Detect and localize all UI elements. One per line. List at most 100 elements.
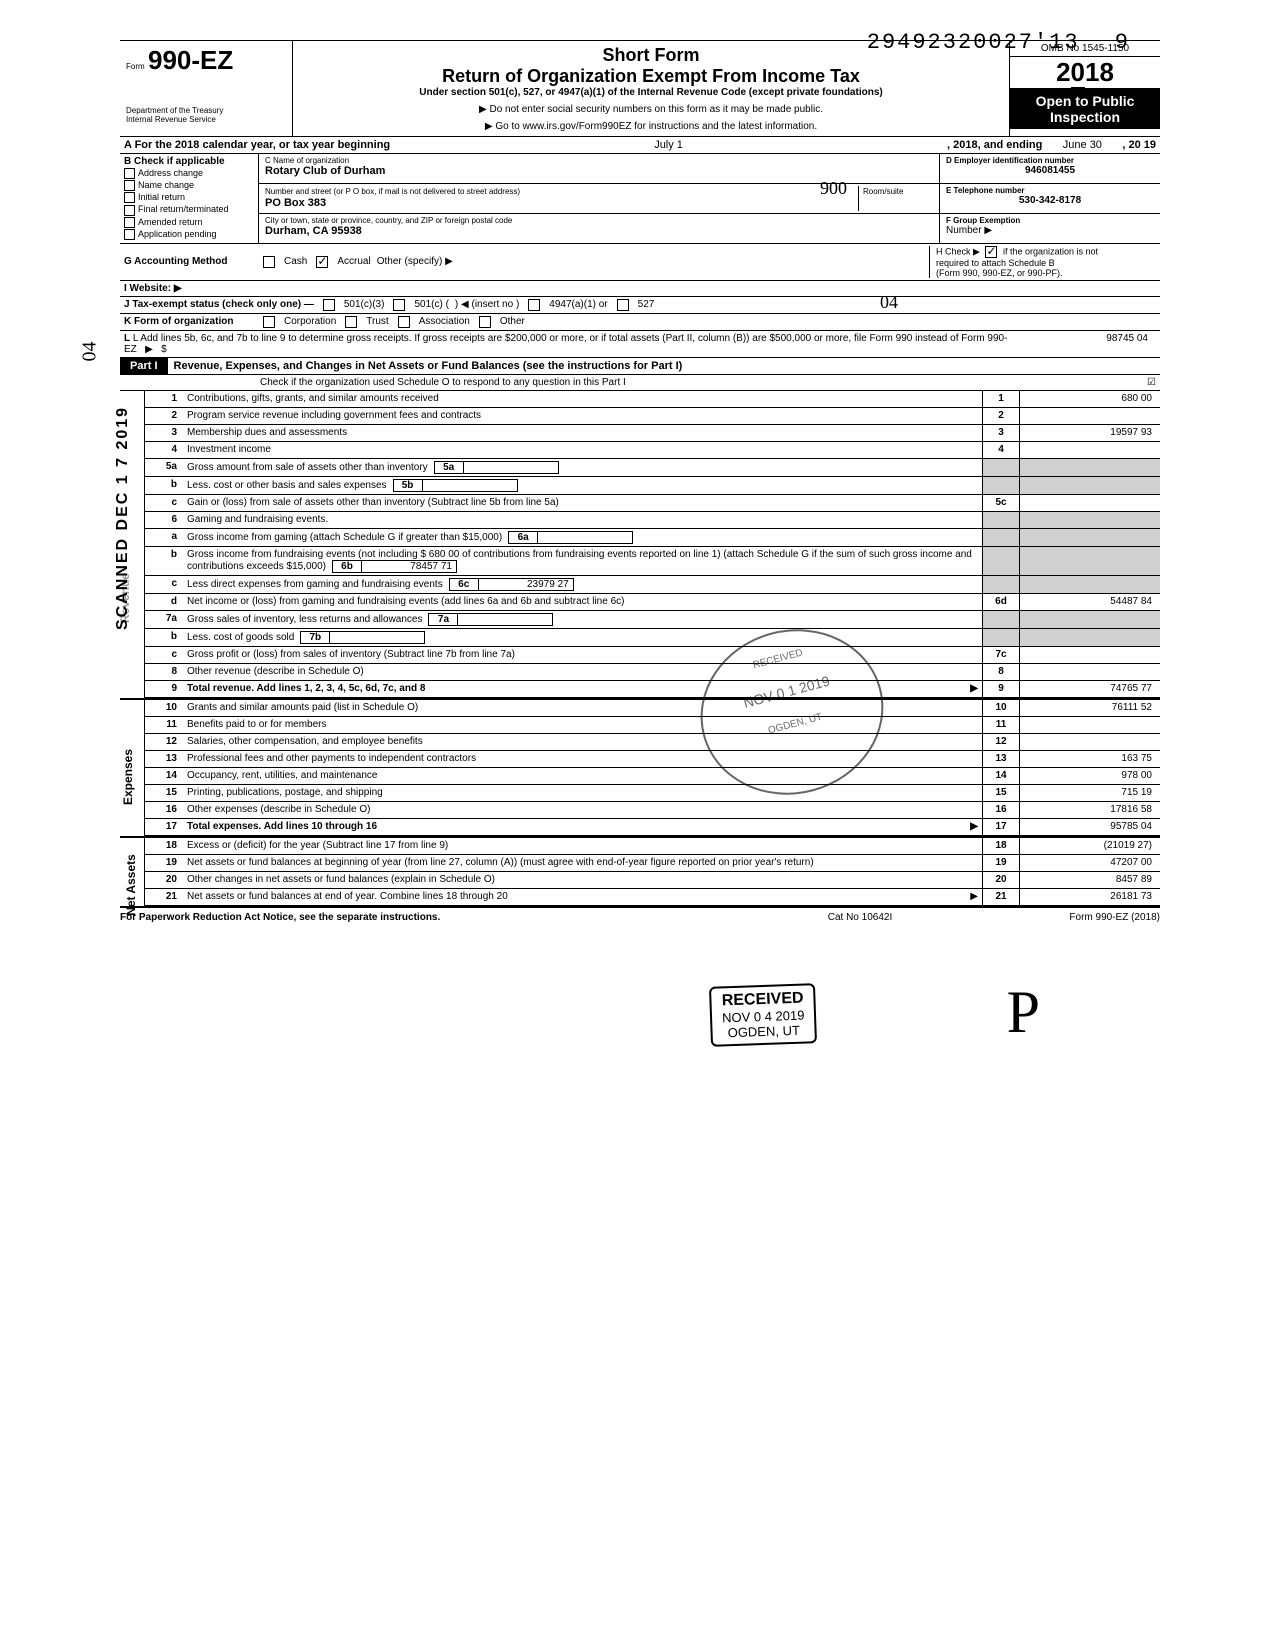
title-box: Short Form Return of Organization Exempt…: [293, 41, 1010, 136]
line-amount: [1020, 664, 1160, 680]
line-amount: [1020, 408, 1160, 424]
inner-amount-box: 6a: [508, 531, 633, 544]
line-amount: 17816 58: [1020, 802, 1160, 818]
line-row: dNet income or (loss) from gaming and fu…: [145, 594, 1160, 611]
line-desc: Less. cost or other basis and sales expe…: [183, 477, 982, 494]
chk-accrual[interactable]: [316, 256, 328, 268]
line-row: 18Excess or (deficit) for the year (Subt…: [145, 838, 1160, 855]
revenue-table: Revenue 1Contributions, gifts, grants, a…: [120, 391, 1160, 700]
chk-501c[interactable]: [393, 299, 405, 311]
ssn-note: ▶ Do not enter social security numbers o…: [299, 104, 1003, 115]
part-1-title: Revenue, Expenses, and Changes in Net As…: [168, 358, 1160, 374]
line-number: 9: [145, 681, 183, 697]
line-box-num: [982, 611, 1020, 628]
chk-501c3[interactable]: [323, 299, 335, 311]
subtitle: Under section 501(c), 527, or 4947(a)(1)…: [299, 87, 1003, 98]
chk-initial[interactable]: Initial return: [124, 192, 254, 203]
chk-other-org[interactable]: [479, 316, 491, 328]
line-amount: 8457 89: [1020, 872, 1160, 888]
street-label: Number and street (or P O box, if mail i…: [265, 187, 520, 196]
line-row: cLess direct expenses from gaming and fu…: [145, 576, 1160, 594]
line-box-num: 13: [982, 751, 1020, 767]
line-desc: Occupancy, rent, utilities, and maintena…: [183, 768, 982, 784]
chk-h[interactable]: [985, 246, 997, 258]
phone-value: 530-342-8178: [946, 195, 1154, 206]
row-l-gross: L L Add lines 5b, 6c, and 7b to line 9 t…: [120, 331, 1160, 358]
ein-value: 946081455: [946, 165, 1154, 176]
chk-final[interactable]: Final return/terminated: [124, 204, 254, 215]
line-number: b: [145, 477, 183, 494]
line-box-num: [982, 477, 1020, 494]
line-row: cGross profit or (loss) from sales of in…: [145, 647, 1160, 664]
revenue-rows: 1Contributions, gifts, grants, and simil…: [145, 391, 1160, 698]
doc-id-trail: 9: [1115, 30, 1130, 55]
line-amount: 715 19: [1020, 785, 1160, 801]
line-row: 9Total revenue. Add lines 1, 2, 3, 4, 5c…: [145, 681, 1160, 698]
line-number: a: [145, 529, 183, 546]
line-amount: [1020, 734, 1160, 750]
line-box-num: 9: [982, 681, 1020, 697]
dept-treasury: Department of the Treasury: [126, 106, 286, 115]
chk-pending[interactable]: Application pending: [124, 229, 254, 240]
line-amount: 74765 77: [1020, 681, 1160, 697]
form-number-box: Form 990-EZ Department of the Treasury I…: [120, 41, 293, 136]
line-number: b: [145, 629, 183, 646]
line-box-num: [982, 459, 1020, 476]
inner-amount-box: 6b78457 71: [332, 560, 457, 573]
side-label-expenses: Expenses: [120, 700, 145, 836]
chk-4947[interactable]: [528, 299, 540, 311]
city-val: Durham, CA 95938: [265, 225, 933, 237]
line-amount: [1020, 495, 1160, 511]
line-row: bLess. cost or other basis and sales exp…: [145, 477, 1160, 495]
chk-name[interactable]: Name change: [124, 180, 254, 191]
e-label: E Telephone number: [946, 186, 1154, 195]
line-row: bLess. cost of goods sold7b: [145, 629, 1160, 647]
line-row: 11Benefits paid to or for members11: [145, 717, 1160, 734]
line-desc: Other expenses (describe in Schedule O): [183, 802, 982, 818]
line-desc: Membership dues and assessments: [183, 425, 982, 441]
line-row: 10Grants and similar amounts paid (list …: [145, 700, 1160, 717]
line-desc: Program service revenue including govern…: [183, 408, 982, 424]
line-number: c: [145, 576, 183, 593]
row-i-website: I Website: ▶: [120, 281, 1160, 297]
line-amount: [1020, 442, 1160, 458]
year-end: June 30: [1042, 139, 1122, 151]
form-prefix: Form: [126, 62, 145, 71]
line-box-num: [982, 512, 1020, 528]
line-desc: Gross amount from sale of assets other t…: [183, 459, 982, 476]
line-desc: Less direct expenses from gaming and fun…: [183, 576, 982, 593]
line-number: 21: [145, 889, 183, 905]
chk-527[interactable]: [617, 299, 629, 311]
line-amount: [1020, 459, 1160, 476]
line-box-num: [982, 576, 1020, 593]
line-amount: [1020, 576, 1160, 593]
inner-amount-box: 6c23979 27: [449, 578, 574, 591]
line-amount: 95785 04: [1020, 819, 1160, 835]
line-number: c: [145, 647, 183, 663]
chk-assoc[interactable]: [398, 316, 410, 328]
line-row: 17Total expenses. Add lines 10 through 1…: [145, 819, 1160, 836]
b-check-list: Address change Name change Initial retur…: [124, 168, 254, 240]
line-desc: Gross income from fundraising events (no…: [183, 547, 982, 575]
row-a-mid: , 2018, and ending: [947, 139, 1042, 151]
line-box-num: [982, 547, 1020, 575]
line-box-num: [982, 529, 1020, 546]
handwritten-04-margin: 04: [79, 342, 102, 362]
check-o-text: Check if the organization used Schedule …: [260, 377, 626, 388]
chk-cash[interactable]: [263, 256, 275, 268]
row-j-tax-status: J Tax-exempt status (check only one) — 5…: [120, 297, 1160, 314]
chk-amended[interactable]: Amended return: [124, 217, 254, 228]
line-box-num: 5c: [982, 495, 1020, 511]
chk-corp[interactable]: [263, 316, 275, 328]
row-a-yr: , 20 19: [1122, 139, 1156, 151]
k-label: K Form of organization: [124, 316, 254, 327]
row-a-tax-year: A For the 2018 calendar year, or tax yea…: [120, 136, 1160, 154]
main-title: Return of Organization Exempt From Incom…: [299, 66, 1003, 87]
footer-cat: Cat No 10642I: [760, 912, 960, 923]
line-number: 8: [145, 664, 183, 680]
chk-address[interactable]: Address change: [124, 168, 254, 179]
line-row: cGain or (loss) from sale of assets othe…: [145, 495, 1160, 512]
chk-trust[interactable]: [345, 316, 357, 328]
line-number: d: [145, 594, 183, 610]
line-desc: Net income or (loss) from gaming and fun…: [183, 594, 982, 610]
